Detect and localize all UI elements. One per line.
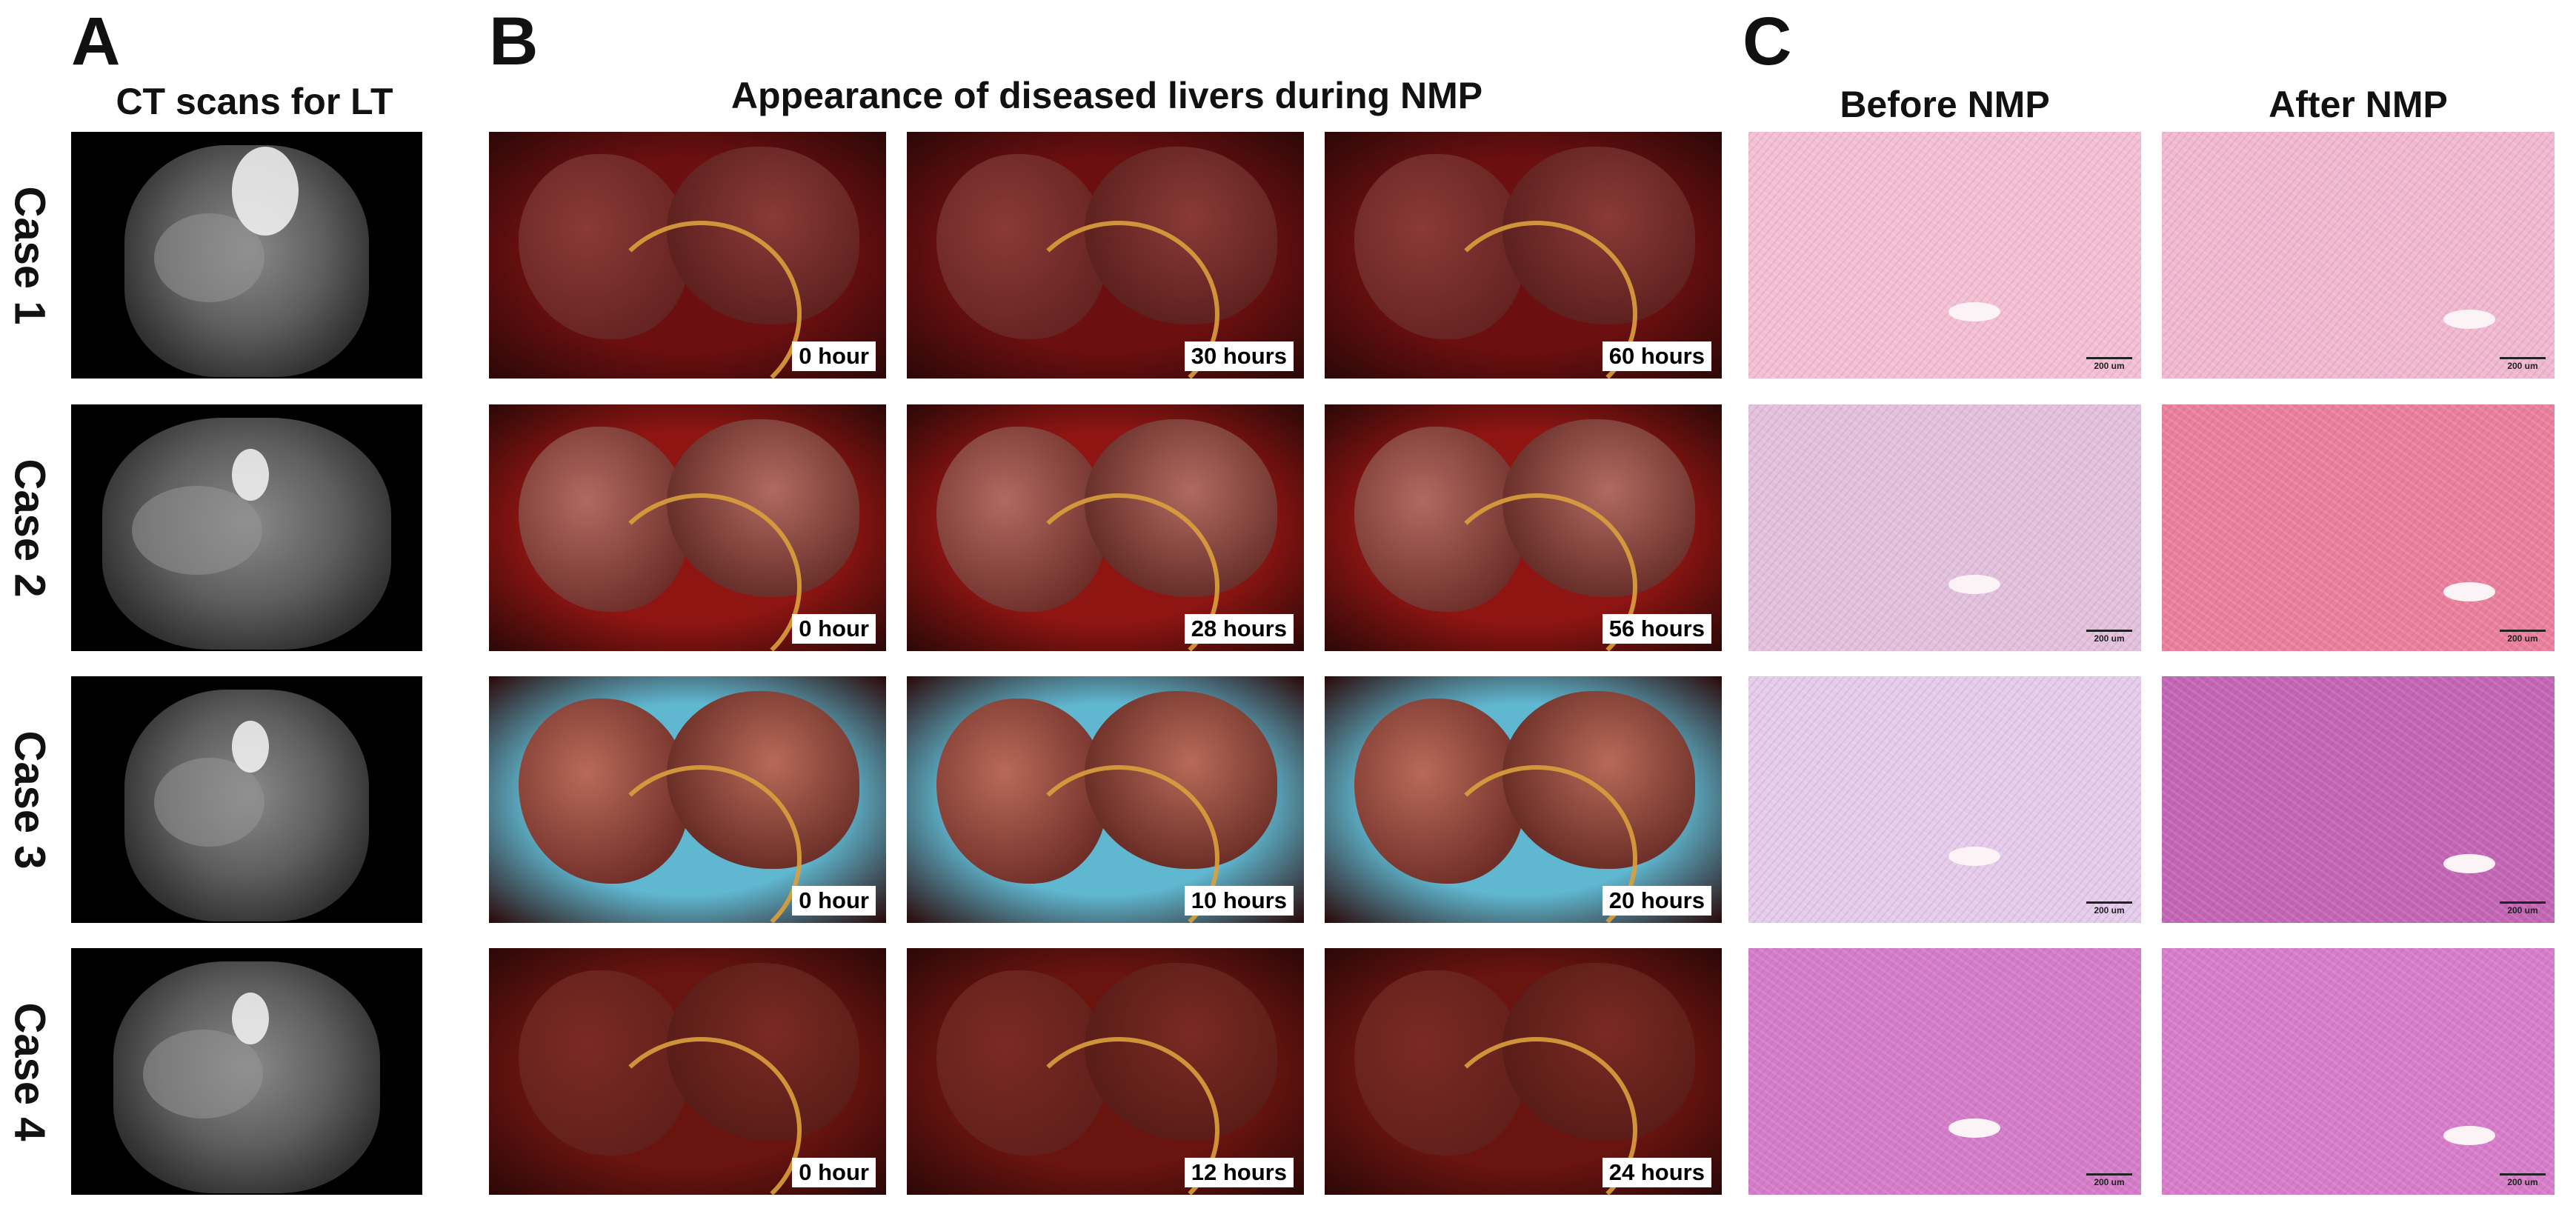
histology-vessel — [1948, 847, 2000, 866]
ct-liver-region — [154, 213, 264, 302]
perfusion-tubing — [1436, 1037, 1637, 1195]
scale-bar-line — [2086, 901, 2132, 904]
time-label: 30 hours — [1184, 341, 1294, 371]
histology-before-nmp: 200 um — [1748, 948, 2141, 1195]
nmp-liver-photo: 0 hour — [489, 404, 886, 651]
scale-bar: 200 um — [2500, 901, 2546, 916]
histology-after-nmp: 200 um — [2162, 404, 2555, 651]
histology-after-nmp: 200 um — [2162, 132, 2555, 379]
scale-bar: 200 um — [2086, 901, 2132, 916]
ct-bright-vessel — [232, 993, 269, 1044]
time-label: 24 hours — [1602, 1157, 1711, 1187]
histology-vessel — [1948, 575, 2000, 594]
nmp-liver-photo: 30 hours — [907, 132, 1304, 379]
scale-bar-line — [2086, 630, 2132, 632]
time-label: 0 hour — [792, 1157, 876, 1187]
perfusion-tubing — [600, 1037, 802, 1195]
time-label: 60 hours — [1602, 341, 1711, 371]
panel-c-before-title: Before NMP — [1840, 84, 2050, 125]
time-label: 28 hours — [1184, 613, 1294, 644]
scale-bar: 200 um — [2500, 630, 2546, 644]
perfusion-tubing — [1436, 221, 1637, 379]
scale-bar: 200 um — [2500, 1173, 2546, 1187]
time-label: 0 hour — [792, 613, 876, 644]
scale-bar-label: 200 um — [2094, 633, 2125, 644]
nmp-liver-photo: 56 hours — [1325, 404, 1722, 651]
time-label: 20 hours — [1602, 885, 1711, 916]
nmp-liver-photo: 0 hour — [489, 948, 886, 1195]
time-label: 12 hours — [1184, 1157, 1294, 1187]
scale-bar-line — [2086, 357, 2132, 359]
ct-bright-vessel — [232, 449, 269, 501]
time-label: 0 hour — [792, 341, 876, 371]
case-label-text: Case 3 — [5, 730, 54, 870]
scale-bar-line — [2500, 357, 2546, 359]
perfusion-tubing — [1018, 221, 1219, 379]
time-label: 0 hour — [792, 885, 876, 916]
ct-liver-region — [132, 486, 262, 575]
nmp-liver-photo: 0 hour — [489, 676, 886, 923]
histology-vessel — [1948, 302, 2000, 321]
panel-a-title: CT scans for LT — [116, 81, 393, 122]
ct-scan-image — [71, 132, 422, 379]
perfusion-tubing — [600, 221, 802, 379]
scale-bar: 200 um — [2086, 630, 2132, 644]
ct-bright-vessel — [232, 721, 269, 773]
histology-vessel — [2443, 582, 2495, 601]
perfusion-tubing — [600, 493, 802, 651]
case-label-text: Case 2 — [5, 458, 54, 598]
panel-letter-b: B — [489, 4, 539, 79]
histology-vessel — [2443, 310, 2495, 329]
time-label: 10 hours — [1184, 885, 1294, 916]
nmp-liver-photo: 12 hours — [907, 948, 1304, 1195]
perfusion-tubing — [1018, 765, 1219, 923]
histology-before-nmp: 200 um — [1748, 404, 2141, 651]
perfusion-tubing — [1436, 493, 1637, 651]
scale-bar-line — [2500, 901, 2546, 904]
histology-before-nmp: 200 um — [1748, 676, 2141, 923]
nmp-liver-photo: 28 hours — [907, 404, 1304, 651]
scale-bar-label: 200 um — [2507, 633, 2538, 644]
scale-bar-line — [2500, 630, 2546, 632]
case-label-text: Case 1 — [5, 185, 54, 325]
scale-bar-label: 200 um — [2507, 361, 2538, 371]
scale-bar: 200 um — [2500, 357, 2546, 371]
scale-bar-label: 200 um — [2094, 905, 2125, 916]
scale-bar-label: 200 um — [2094, 361, 2125, 371]
histology-vessel — [2443, 854, 2495, 873]
nmp-liver-photo: 10 hours — [907, 676, 1304, 923]
scale-bar-line — [2500, 1173, 2546, 1176]
histology-after-nmp: 200 um — [2162, 676, 2555, 923]
perfusion-tubing — [1436, 765, 1637, 923]
histology-after-nmp: 200 um — [2162, 948, 2555, 1195]
nmp-liver-photo: 0 hour — [489, 132, 886, 379]
ct-scan-image — [71, 948, 422, 1195]
ct-scan-image — [71, 676, 422, 923]
panel-b-title: Appearance of diseased livers during NMP — [730, 75, 1483, 116]
ct-scan-image — [71, 404, 422, 651]
nmp-liver-photo: 24 hours — [1325, 948, 1722, 1195]
perfusion-tubing — [600, 765, 802, 923]
scale-bar: 200 um — [2086, 357, 2132, 371]
scale-bar-label: 200 um — [2507, 1177, 2538, 1187]
histology-vessel — [1948, 1118, 2000, 1138]
histology-vessel — [2443, 1126, 2495, 1145]
scale-bar: 200 um — [2086, 1173, 2132, 1187]
ct-bright-vessel — [232, 147, 299, 236]
histology-before-nmp: 200 um — [1748, 132, 2141, 379]
nmp-liver-photo: 20 hours — [1325, 676, 1722, 923]
scale-bar-label: 200 um — [2507, 905, 2538, 916]
ct-liver-region — [143, 1030, 263, 1118]
panel-letter-c: C — [1743, 4, 1792, 79]
perfusion-tubing — [1018, 493, 1219, 651]
panel-letter-a: A — [71, 4, 121, 79]
time-label: 56 hours — [1602, 613, 1711, 644]
perfusion-tubing — [1018, 1037, 1219, 1195]
panel-c-after-title: After NMP — [2269, 84, 2448, 125]
scale-bar-label: 200 um — [2094, 1177, 2125, 1187]
nmp-liver-photo: 60 hours — [1325, 132, 1722, 379]
scale-bar-line — [2086, 1173, 2132, 1176]
case-label-text: Case 4 — [5, 1001, 54, 1141]
ct-liver-region — [154, 758, 264, 847]
